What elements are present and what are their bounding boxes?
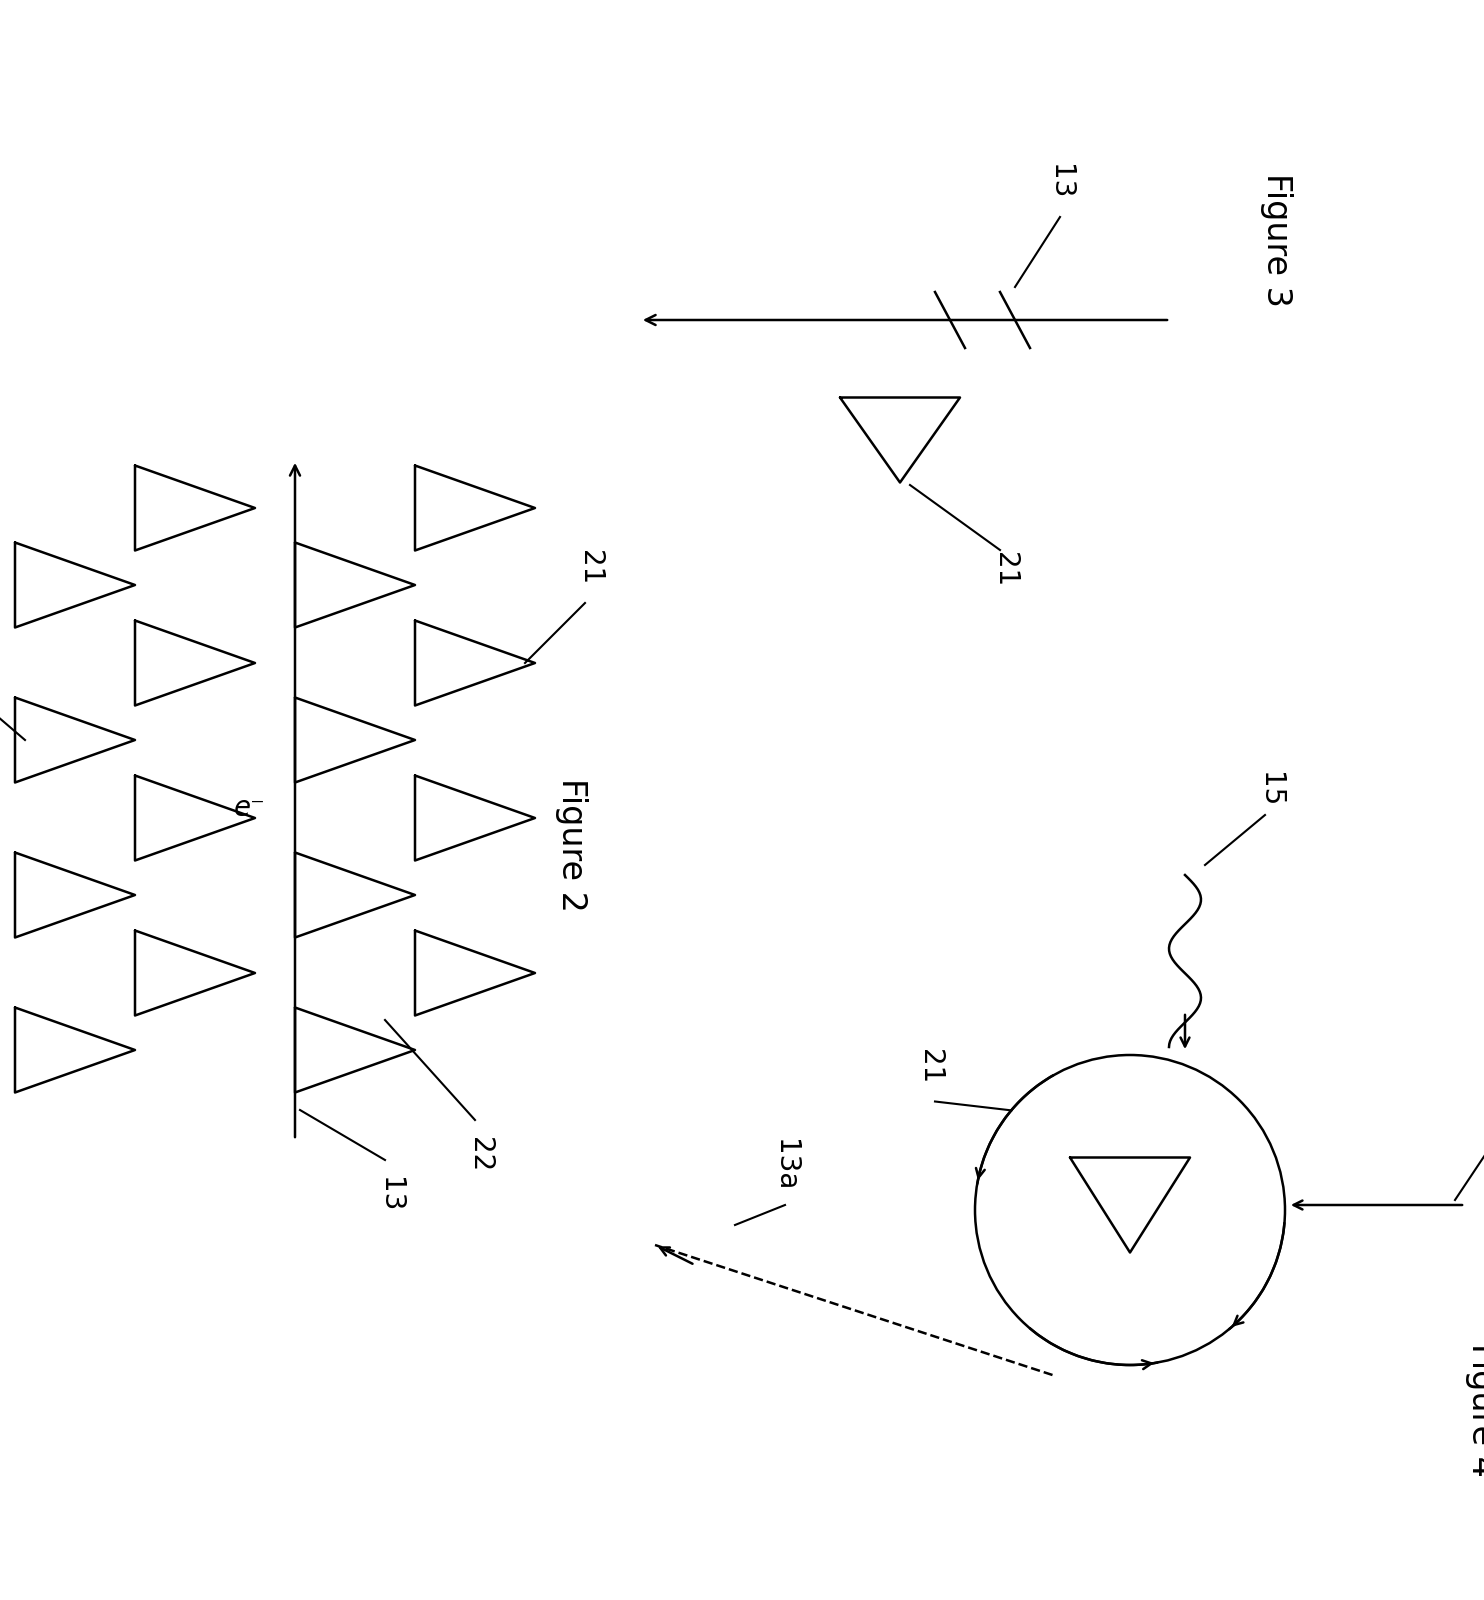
Text: 21: 21 — [916, 1050, 944, 1085]
Text: 15: 15 — [1255, 773, 1284, 808]
Text: 21: 21 — [576, 550, 604, 586]
Text: 21: 21 — [991, 552, 1020, 587]
Text: 13: 13 — [375, 1178, 404, 1213]
Text: 22: 22 — [466, 1138, 494, 1173]
Text: Figure 2: Figure 2 — [555, 778, 588, 912]
Text: 13: 13 — [1046, 165, 1074, 200]
Text: e⁻: e⁻ — [234, 794, 266, 821]
Text: Figure 3: Figure 3 — [1260, 173, 1293, 307]
Text: Figure 4: Figure 4 — [1465, 1342, 1484, 1477]
Text: 13a: 13a — [772, 1139, 798, 1190]
